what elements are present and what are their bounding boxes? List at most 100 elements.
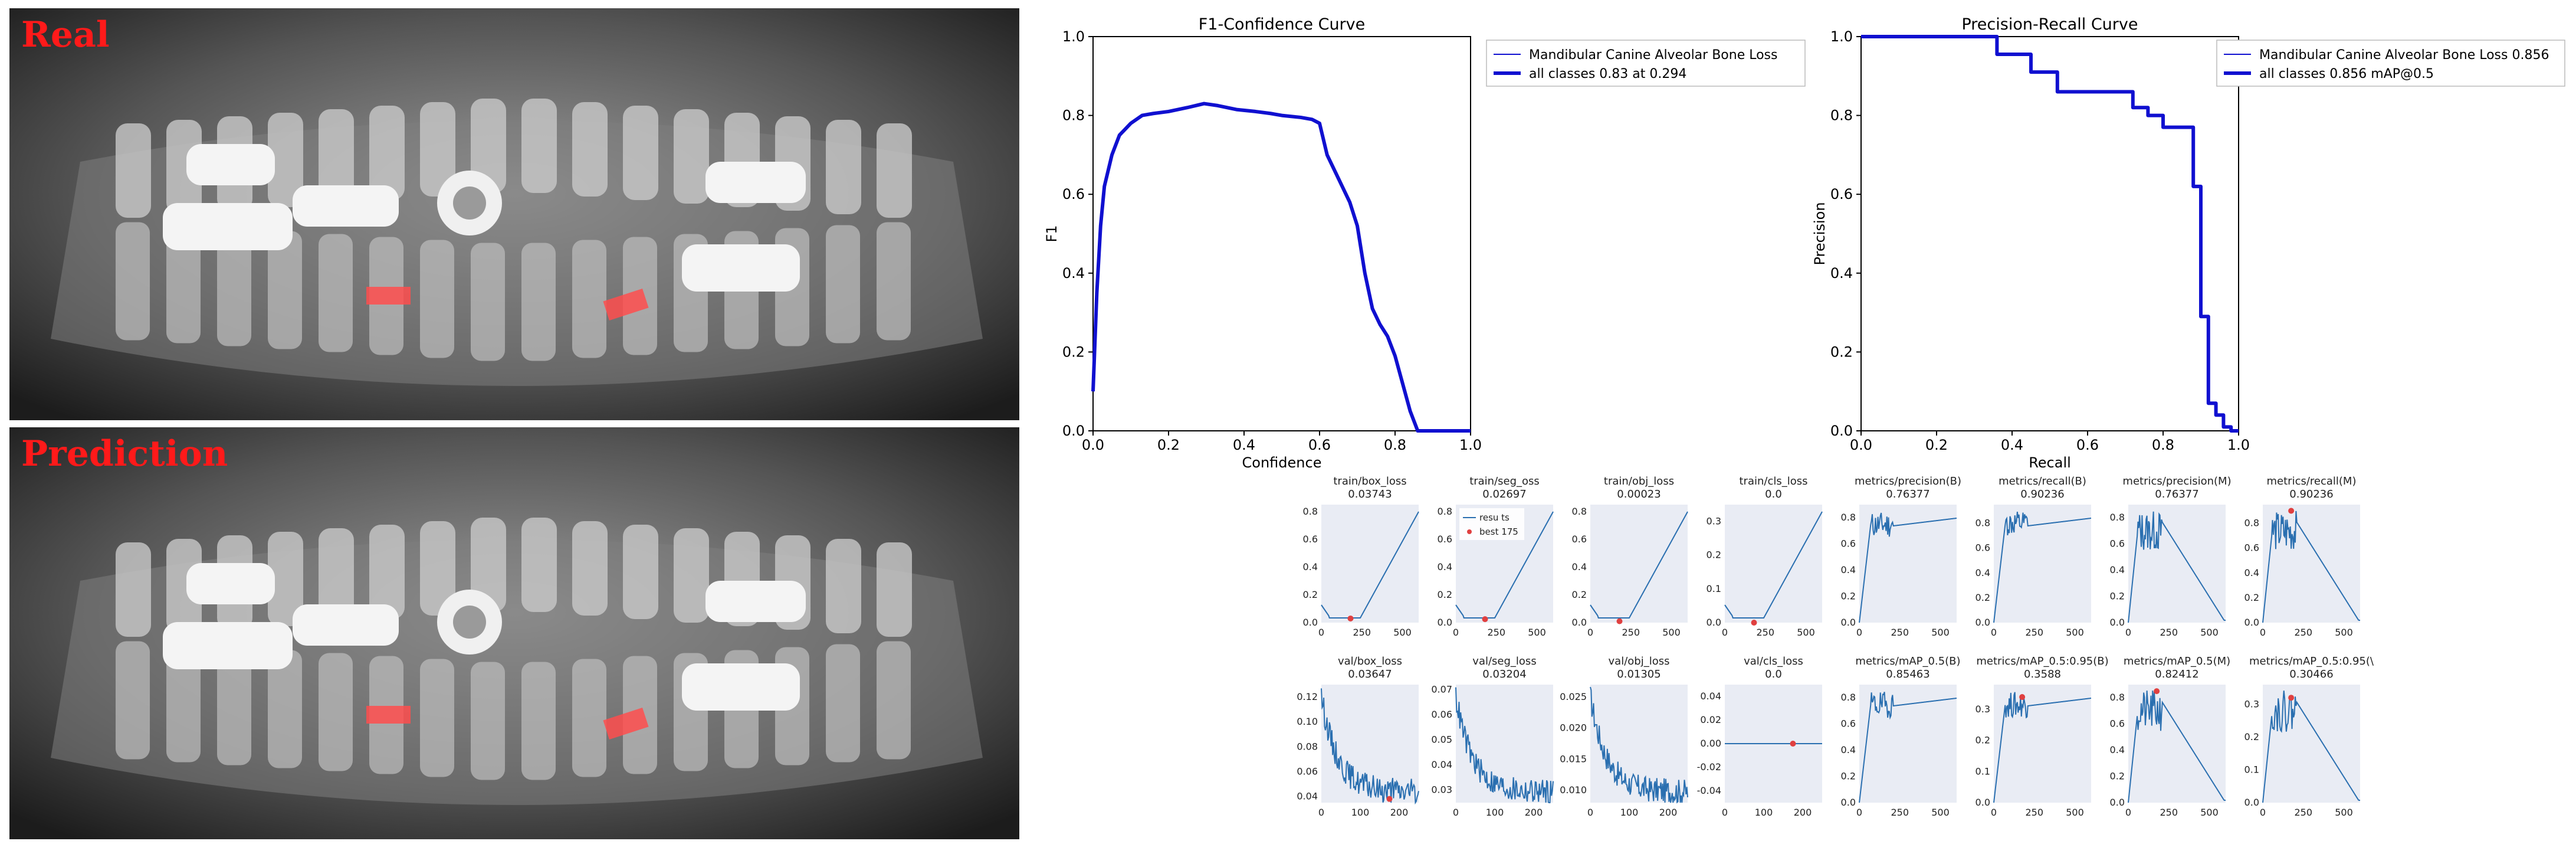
f1-confidence-figure: F1-Confidence Curve 0.0 0.2 0.4 0.6 0.8 1.0 0.0… (1038, 12, 1823, 472)
y-tick-label: 0.8 (1830, 107, 1853, 124)
y-tick-label: 0.010 (1560, 784, 1587, 796)
metric-line (1321, 511, 1419, 619)
lower-tooth (116, 641, 150, 760)
f1-confidence-chart: F1-Confidence Curve 0.0 0.2 0.4 0.6 0.8 1.0 0.0… (1043, 15, 1806, 471)
y-tick-label: 0.2 (1976, 735, 1990, 746)
y-tick-label: 0.6 (1841, 718, 1856, 729)
subplot-value: 0.30466 (2289, 668, 2333, 680)
metal-crown (186, 144, 275, 185)
y-tick-label: 0.0 (2244, 797, 2259, 808)
lower-tooth (217, 647, 251, 765)
x-tick-label: 0.6 (2076, 437, 2099, 453)
y-tick-label: 0.2 (1062, 343, 1085, 360)
metric-line (2262, 691, 2360, 803)
subplot-value: 0.3588 (2024, 668, 2061, 680)
y-tick-label: 0.8 (1841, 692, 1856, 703)
y-tick-label: 0.8 (1976, 518, 1990, 529)
x-tick-label: 0.8 (2152, 437, 2174, 453)
x-tick-label: 0 (1587, 807, 1593, 818)
y-tick-label: 0.07 (1431, 684, 1452, 695)
panoramic-xray-image (9, 427, 1019, 839)
metal-crown (163, 203, 293, 250)
y-tick-label: 0.2 (2110, 771, 2125, 782)
y-tick-label: 0.4 (1976, 567, 1990, 578)
lower-tooth (826, 644, 860, 763)
y-tick-label: 0.4 (1303, 561, 1318, 572)
x-tick-label: 500 (1931, 807, 1950, 818)
y-tick-label: 0.2 (2244, 731, 2259, 742)
upper-tooth (471, 99, 506, 193)
upper-tooth (623, 525, 658, 619)
y-tick-label: 0.0 (1841, 617, 1856, 628)
subplot-value: 0.90236 (2020, 488, 2064, 500)
x-tick-label: 500 (2066, 807, 2084, 818)
y-tick-label: 0.8 (1841, 512, 1856, 523)
best-marker (2019, 694, 2026, 701)
y-tick-label: 0.020 (1560, 722, 1587, 734)
y-tick-label: 0.02 (1700, 714, 1721, 725)
subplot-area (1859, 505, 1957, 623)
y-tick-label: 0.04 (1431, 759, 1452, 770)
metric-line (1993, 692, 2092, 803)
upper-tooth (826, 539, 861, 633)
upper-tooth (116, 542, 151, 637)
subplot-title: val/cls_loss (1744, 655, 1803, 668)
legend-entry: all classes 0.856 mAP@0.5 (2259, 67, 2434, 81)
y-tick-label: 0.00 (1700, 738, 1721, 749)
prediction-label: Prediction (21, 433, 228, 475)
x-tick-label: 200 (1525, 807, 1543, 818)
lower-tooth (877, 641, 911, 760)
subplot-value: 0.76377 (2155, 488, 2198, 500)
lower-tooth (877, 222, 911, 341)
precision-recall-chart: Precision-Recall Curve 0.0 0.2 0.4 0.6 0.8 1.0… (1812, 15, 2565, 471)
metric-subplot: metrics/mAP_0.5:0.95(\0.30466 0 250 500 0.0 0… (2244, 655, 2374, 818)
subplot-title: val/box_loss (1338, 655, 1402, 668)
x-tick-label: 0 (1453, 807, 1459, 818)
y-tick-label: 0.4 (1572, 561, 1587, 572)
x-tick-label: 0 (1856, 807, 1862, 818)
y-tick-label: 0.0 (1572, 617, 1587, 628)
x-tick-label: 100 (1486, 807, 1504, 818)
subplot-title: metrics/mAP_0.5(M) (2124, 655, 2230, 668)
metal-post-core (453, 606, 486, 639)
y-tick-label: 0.2 (1830, 343, 1853, 360)
x-tick-label: 0 (1856, 627, 1862, 638)
y-tick-label: 0.6 (1830, 186, 1853, 202)
x-tick-label: 200 (1390, 807, 1409, 818)
upper-tooth (572, 102, 608, 197)
subplot-title: metrics/precision(B) (1855, 475, 1961, 487)
x-tick-label: 0 (1991, 807, 1997, 818)
bone-loss-lesion-left (366, 706, 411, 724)
y-tick-label: 0.3 (1707, 516, 1721, 527)
subplot-title: val/obj_loss (1609, 655, 1670, 668)
y-tick-label: -0.04 (1697, 785, 1721, 796)
x-tick-label: 250 (2025, 807, 2043, 818)
subplot-title: train/cls_loss (1739, 475, 1807, 487)
y-tick-label: 0.6 (1062, 186, 1085, 202)
subplot-area (1994, 505, 2091, 623)
subplot-value: 0.0 (1765, 668, 1782, 680)
y-tick-label: 0.025 (1560, 691, 1587, 702)
precision-recall-figure: Precision-Recall Curve 0.0 0.2 0.4 0.6 0.8 1.0… (1812, 12, 2572, 472)
y-tick-label: 0.6 (2244, 542, 2259, 554)
y-tick-label: 0.2 (2110, 591, 2125, 602)
x-tick-label: 0 (1318, 807, 1324, 818)
y-tick-label: 0.12 (1297, 691, 1318, 702)
x-tick-label: 250 (1756, 627, 1774, 638)
curve-line (1861, 35, 2239, 433)
x-tick-label: 0.2 (1925, 437, 1948, 453)
y-tick-label: 0.4 (1830, 265, 1853, 282)
subplot-title: train/box_loss (1333, 475, 1406, 487)
y-tick-label: 0.4 (1841, 744, 1856, 755)
upper-tooth (674, 528, 709, 623)
x-tick-label: 0.8 (1384, 437, 1406, 453)
y-tick-label: 0.6 (1572, 534, 1587, 545)
subplot-area (2263, 685, 2360, 803)
x-tick-label: 250 (1891, 627, 1909, 638)
lower-tooth (217, 228, 251, 346)
y-tick-label: 0.0 (2110, 617, 2125, 628)
y-tick-label: 0.0 (1438, 617, 1452, 628)
